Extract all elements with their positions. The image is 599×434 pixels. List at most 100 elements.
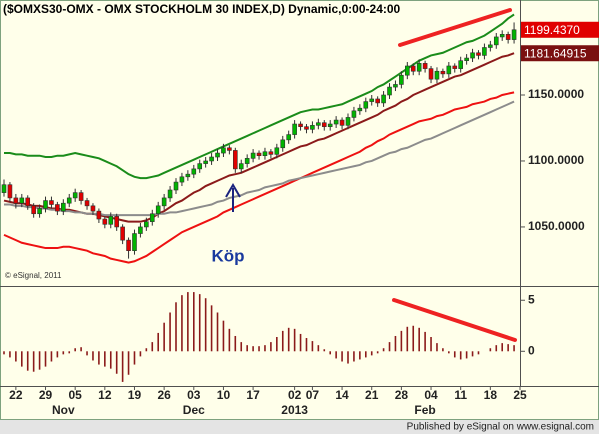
candle-body <box>120 226 125 241</box>
annotation: Köp <box>211 246 244 265</box>
candle-body <box>499 34 505 38</box>
x-group-label: Dec <box>183 403 205 417</box>
x-tick-label: 17 <box>246 388 260 402</box>
candle-body <box>375 98 380 104</box>
candle-body <box>393 84 398 88</box>
trend-line <box>398 8 512 47</box>
y-tick-label: 1050.0000 <box>528 219 585 233</box>
candle-body <box>185 173 191 178</box>
candle-body <box>72 192 78 199</box>
candle-body <box>238 163 244 170</box>
candle-body <box>316 122 321 126</box>
candle-body <box>321 122 327 127</box>
price-flag-label: 1199.4370 <box>524 23 580 37</box>
candle-body <box>43 200 48 209</box>
candle-body <box>244 158 250 164</box>
candle-body <box>13 197 19 204</box>
x-tick-label: 22 <box>9 388 23 402</box>
candle-body <box>25 197 31 207</box>
candle-body <box>256 152 262 156</box>
candle-body <box>505 34 511 40</box>
candle-body <box>333 119 339 125</box>
candle-body <box>197 163 203 170</box>
x-group-label: Nov <box>52 403 75 417</box>
candle-body <box>422 63 428 69</box>
candle-body <box>405 65 410 76</box>
chart-title: ($OMXS30-OMX - OMX STOCKHOLM 30 INDEX,D)… <box>3 2 401 16</box>
candle-body <box>179 176 185 183</box>
candle-body <box>114 216 119 228</box>
candle-body <box>55 204 60 212</box>
candle-body <box>173 181 179 191</box>
candle-body <box>369 98 375 102</box>
candle-body <box>399 74 404 85</box>
candle-body <box>215 152 220 158</box>
candle-body <box>203 160 208 164</box>
candle-body <box>161 197 167 207</box>
candle-body <box>49 200 54 205</box>
candle-body <box>37 208 42 215</box>
candle-body <box>304 126 309 130</box>
candle-body <box>511 29 517 40</box>
candle-body <box>1 184 7 193</box>
candle-body <box>428 68 434 80</box>
candle-body <box>351 110 357 118</box>
candle-body <box>191 168 197 175</box>
candle-body <box>262 151 268 156</box>
y-tick-label: 1100.0000 <box>528 153 584 167</box>
plot: 1050.0000 1100.0000 1150.0000 1199.4370 1181… <box>1 13 599 417</box>
candle-body <box>310 125 315 130</box>
candle-body <box>227 147 232 151</box>
candle-body <box>357 107 363 112</box>
x-tick-label: 07 <box>306 388 320 402</box>
x-tick-label: 03 <box>187 388 201 402</box>
x-tick-label: 25 <box>513 388 527 402</box>
candle-body <box>108 216 114 225</box>
trend-line <box>392 298 517 342</box>
candle-body <box>155 205 161 215</box>
price-flag-label: 1181.64915 <box>524 46 587 60</box>
x-tick-label: 19 <box>128 388 142 402</box>
candle-body <box>458 60 463 69</box>
x-group-label: Feb <box>414 403 435 417</box>
candle-body <box>446 65 452 75</box>
candle-body <box>96 210 102 220</box>
x-tick-label: 10 <box>217 388 231 402</box>
candle-body <box>327 123 333 127</box>
candle-body <box>7 184 13 199</box>
price-flag <box>521 45 599 62</box>
candle-body <box>464 57 469 61</box>
x-tick-label: 05 <box>68 388 82 402</box>
candle-body <box>126 239 131 251</box>
candle-body <box>102 218 108 225</box>
x-tick-label: 14 <box>335 388 349 402</box>
footer-bar <box>0 420 599 434</box>
footer-text: Published by eSignal on www.esignal.com <box>407 422 594 433</box>
indicator-line <box>4 13 515 180</box>
candle-body <box>476 52 481 56</box>
x-tick-label: 04 <box>424 388 438 402</box>
candle-body <box>167 189 173 199</box>
candle-body <box>66 197 72 204</box>
candle-body <box>209 156 214 162</box>
x-tick-label: 12 <box>98 388 112 402</box>
candle-body <box>31 205 36 215</box>
y-tick-label: 0 <box>528 343 535 357</box>
x-tick-label: 11 <box>454 388 467 402</box>
candle-body <box>84 200 90 207</box>
candle-body <box>144 221 149 228</box>
candle-body <box>221 147 226 154</box>
candle-body <box>363 101 369 109</box>
candle-body <box>298 123 303 127</box>
candle-body <box>339 119 345 126</box>
x-tick-label: 29 <box>39 388 53 402</box>
y-tick-label: 5 <box>528 292 535 306</box>
x-tick-label: 02 <box>288 388 302 402</box>
x-tick-label: 21 <box>365 388 379 402</box>
candle-body <box>286 134 291 141</box>
candle-body <box>452 65 458 69</box>
candle-body <box>132 233 137 251</box>
candle-body <box>345 117 351 126</box>
